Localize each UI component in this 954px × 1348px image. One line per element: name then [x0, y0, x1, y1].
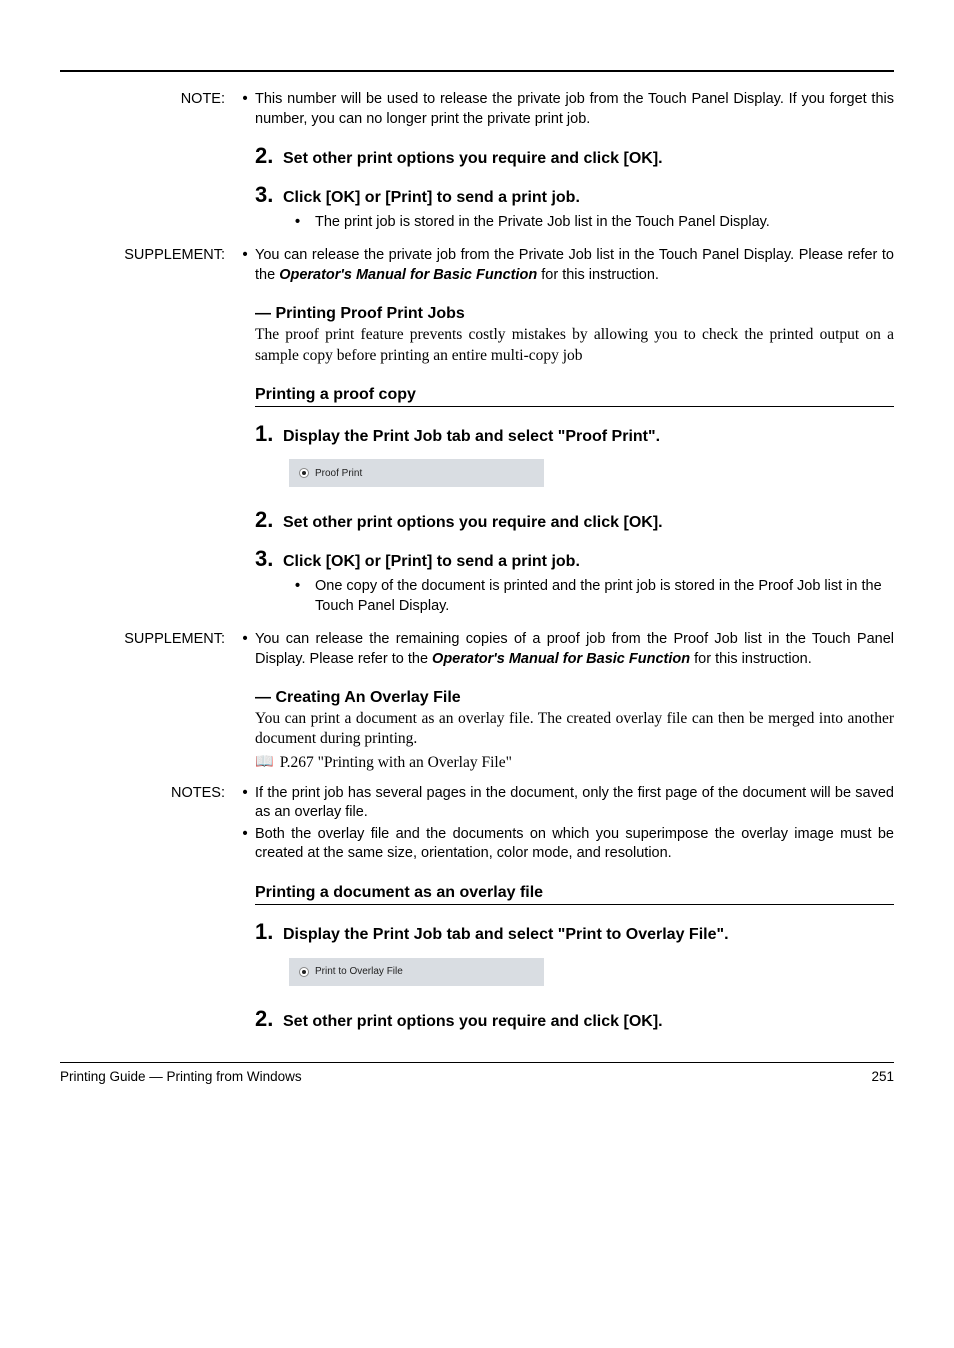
overlay-section-title: — Creating An Overlay File	[255, 689, 894, 707]
notes-row-1: NOTES: • If the print job has several pa…	[60, 784, 894, 823]
bullet-marker: •	[235, 246, 255, 285]
supplement-row: SUPPLEMENT: • You can release the privat…	[60, 246, 894, 285]
step-number: 1.	[255, 919, 283, 945]
step-text: Set other print options you require and …	[283, 1011, 663, 1033]
supplement-text-b: for this instruction.	[690, 651, 812, 667]
supplement-text-b: for this instruction.	[537, 267, 659, 283]
procedure-underline	[255, 406, 894, 407]
step-text: Display the Print Job tab and select "Pr…	[283, 924, 729, 946]
step-1c: 1. Display the Print Job tab and select …	[255, 919, 894, 946]
note-row: NOTE: • This number will be used to rele…	[60, 90, 894, 129]
reference-row: 📖 P.267 "Printing with an Overlay File"	[255, 754, 894, 772]
step-text: Set other print options you require and …	[283, 512, 663, 534]
bullet-marker: •	[295, 213, 315, 233]
step-text: Click [OK] or [Print] to send a print jo…	[283, 187, 580, 209]
top-horizontal-rule	[60, 70, 894, 72]
step-number: 2.	[255, 507, 283, 533]
overlay-section-desc: You can print a document as an overlay f…	[255, 709, 894, 749]
radio-label: Print to Overlay File	[315, 966, 403, 977]
step-number: 3.	[255, 182, 283, 208]
bullet-marker: •	[295, 577, 315, 616]
step-3a: 3. Click [OK] or [Print] to send a print…	[255, 182, 894, 209]
overlay-procedure-title: Printing a document as an overlay file	[255, 884, 894, 902]
notes-label: NOTES:	[60, 784, 235, 823]
supplement-text-bold: Operator's Manual for Basic Function	[279, 267, 537, 283]
bullet-marker: •	[235, 90, 255, 129]
bullet-marker: •	[235, 630, 255, 669]
step-2a: 2. Set other print options you require a…	[255, 143, 894, 170]
step-1b: 1. Display the Print Job tab and select …	[255, 421, 894, 448]
notes-text-2: Both the overlay file and the documents …	[255, 825, 894, 864]
reference-text: P.267 "Printing with an Overlay File"	[280, 754, 512, 772]
sub-bullet-text: The print job is stored in the Private J…	[315, 213, 894, 233]
proof-procedure-title: Printing a proof copy	[255, 386, 894, 404]
proof-print-radio-screenshot: Proof Print	[289, 459, 544, 487]
footer-left: Printing Guide — Printing from Windows	[60, 1069, 302, 1084]
step-3b: 3. Click [OK] or [Print] to send a print…	[255, 546, 894, 573]
sub-bullet: • One copy of the document is printed an…	[295, 577, 894, 616]
step-2c: 2. Set other print options you require a…	[255, 1006, 894, 1033]
book-icon: 📖	[255, 755, 274, 770]
page-footer: Printing Guide — Printing from Windows 2…	[60, 1069, 894, 1084]
step-text: Set other print options you require and …	[283, 148, 663, 170]
sub-bullet: • The print job is stored in the Private…	[295, 213, 894, 233]
proof-section-desc: The proof print feature prevents costly …	[255, 325, 894, 365]
supplement-row: SUPPLEMENT: • You can release the remain…	[60, 630, 894, 669]
step-number: 2.	[255, 1006, 283, 1032]
step-text: Display the Print Job tab and select "Pr…	[283, 426, 660, 448]
step-2b: 2. Set other print options you require a…	[255, 507, 894, 534]
step-number: 1.	[255, 421, 283, 447]
bullet-marker: •	[235, 784, 255, 823]
supplement-label: SUPPLEMENT:	[60, 246, 235, 285]
sub-bullet-text: One copy of the document is printed and …	[315, 577, 894, 616]
bullet-marker: •	[235, 825, 255, 864]
supplement-text: You can release the remaining copies of …	[255, 630, 894, 669]
notes-text-1: If the print job has several pages in th…	[255, 784, 894, 823]
footer-page-number: 251	[871, 1069, 894, 1084]
supplement-label: SUPPLEMENT:	[60, 630, 235, 669]
supplement-text: You can release the private job from the…	[255, 246, 894, 285]
step-text: Click [OK] or [Print] to send a print jo…	[283, 551, 580, 573]
notes-label-empty	[60, 825, 235, 864]
overlay-radio-screenshot: Print to Overlay File	[289, 958, 544, 986]
note-text: This number will be used to release the …	[255, 90, 894, 129]
note-label: NOTE:	[60, 90, 235, 129]
proof-section-title: — Printing Proof Print Jobs	[255, 305, 894, 323]
bottom-horizontal-rule	[60, 1062, 894, 1063]
step-number: 3.	[255, 546, 283, 572]
radio-selected-icon	[299, 468, 309, 478]
notes-row-2: • Both the overlay file and the document…	[60, 825, 894, 864]
procedure-underline	[255, 904, 894, 905]
radio-label: Proof Print	[315, 468, 362, 479]
supplement-text-bold: Operator's Manual for Basic Function	[432, 651, 690, 667]
radio-selected-icon	[299, 967, 309, 977]
step-number: 2.	[255, 143, 283, 169]
